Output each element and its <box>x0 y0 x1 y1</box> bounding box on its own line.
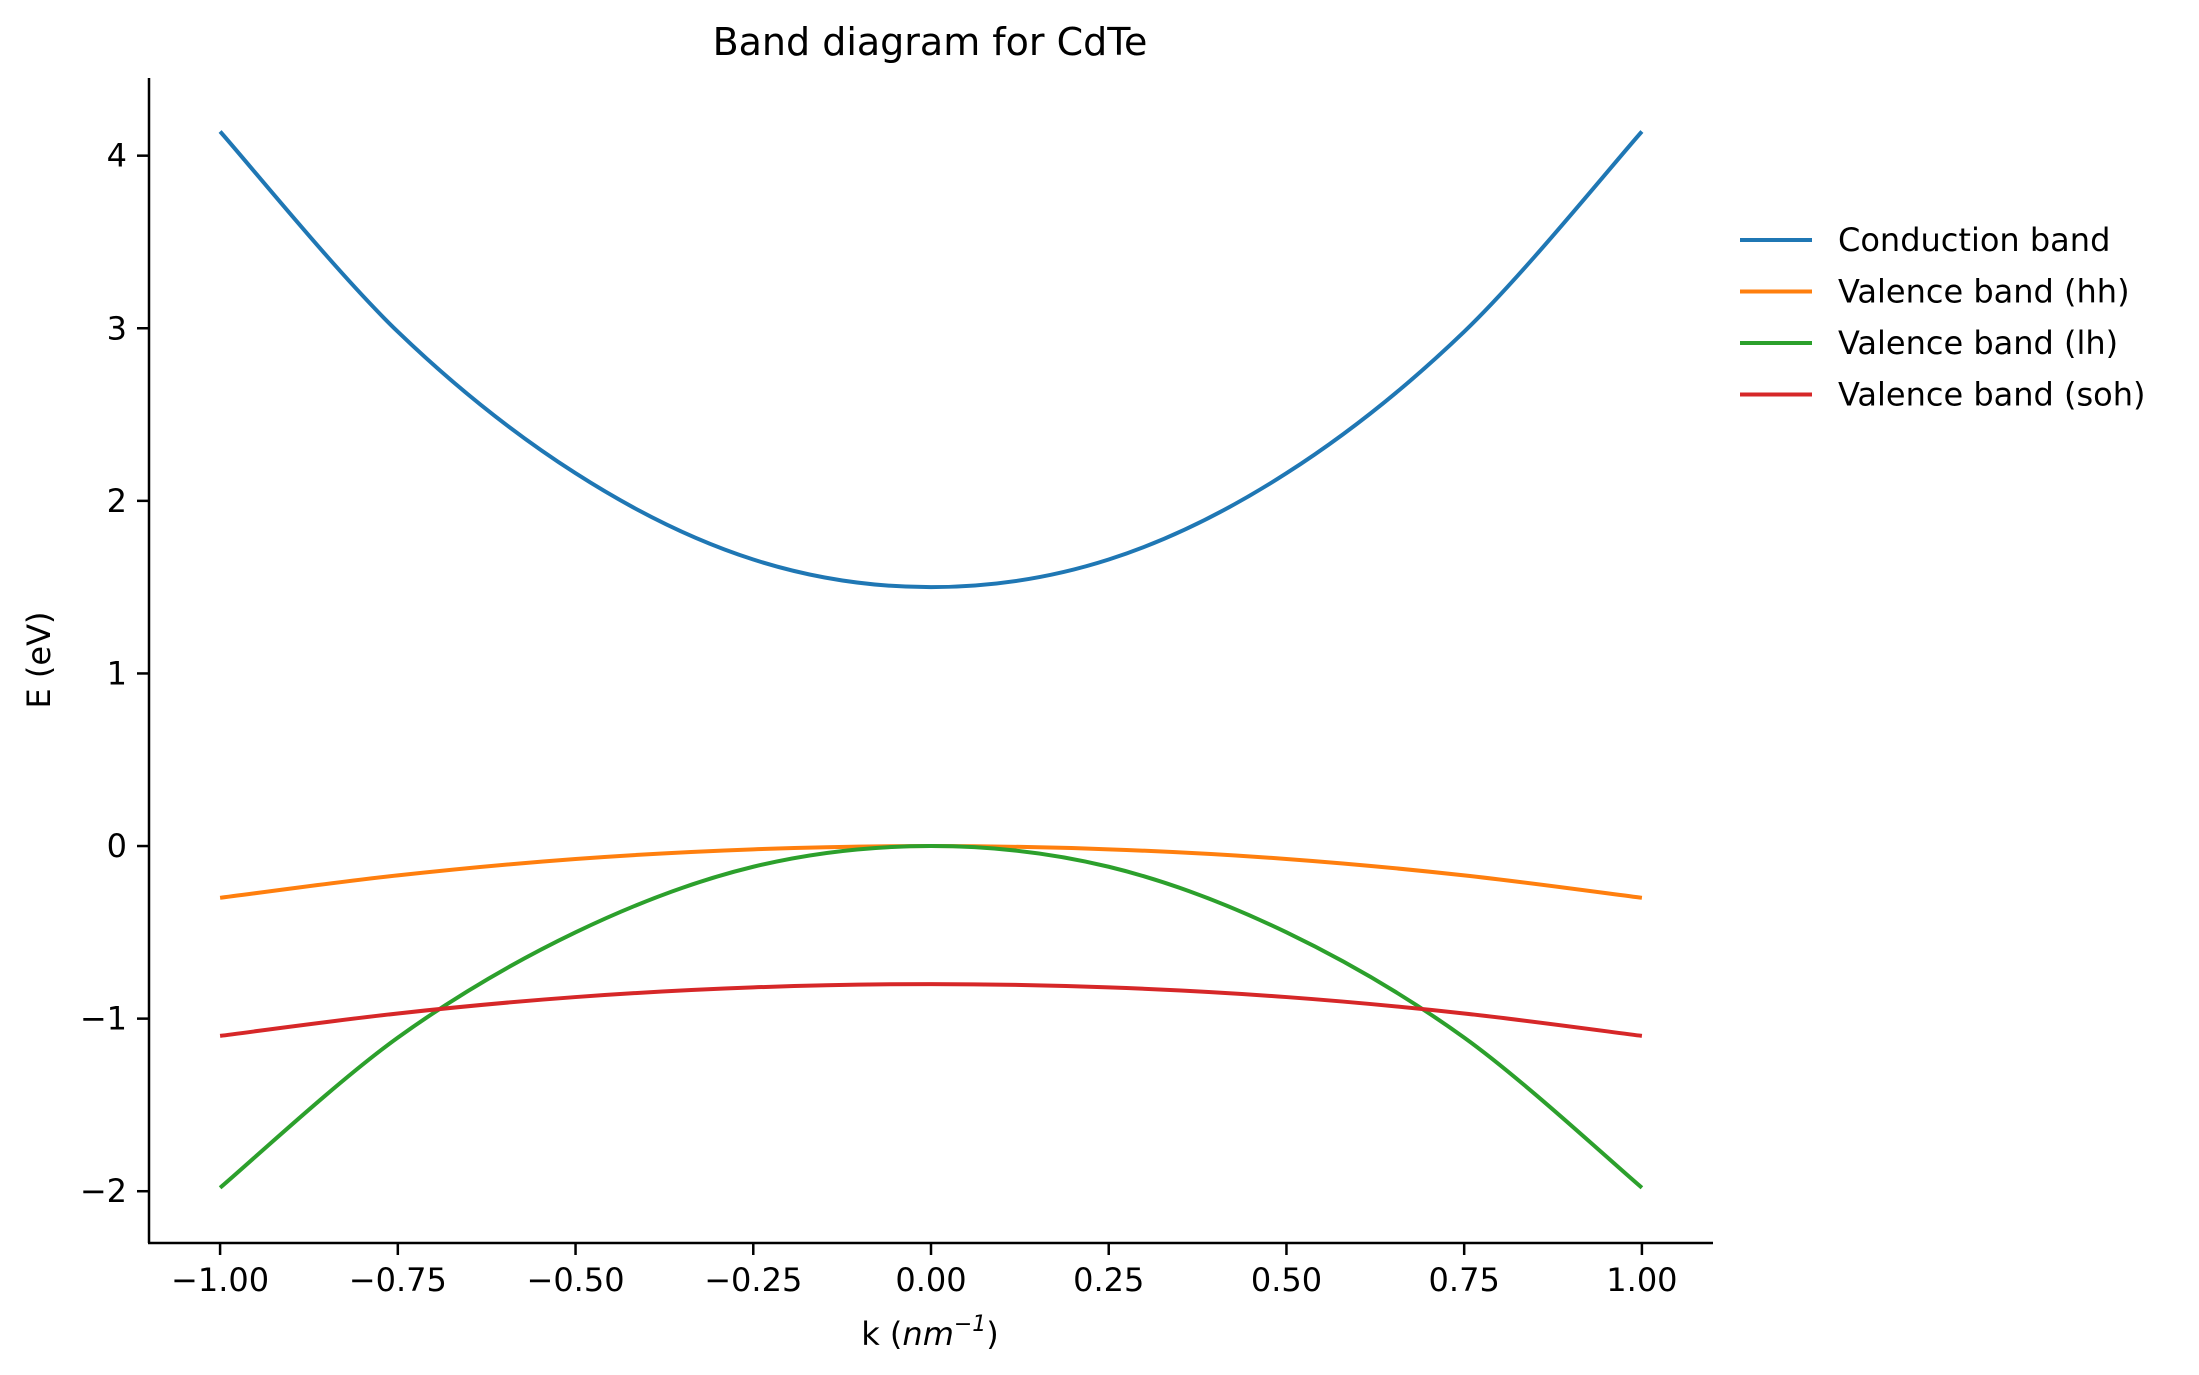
y-tick-label: 4 <box>107 137 127 175</box>
x-tick-label: 0.50 <box>1251 1261 1322 1299</box>
chart-title: Band diagram for CdTe <box>713 20 1148 64</box>
x-axis-label-variable: nm <box>902 1315 953 1353</box>
x-tick-label: 0.75 <box>1429 1261 1500 1299</box>
legend: Conduction band Valence band (hh) Valence … <box>1740 221 2146 414</box>
series-line-valence-band-soh <box>219 982 1643 1038</box>
x-tick-label: 0.25 <box>1073 1261 1144 1299</box>
y-tick-label: −1 <box>80 1000 127 1038</box>
y-tick-label: 3 <box>107 309 127 347</box>
x-tick-label: −0.50 <box>527 1261 625 1299</box>
x-tick-label: −0.75 <box>349 1261 447 1299</box>
y-axis-label: E (eV) <box>20 612 58 709</box>
x-axis-ticks: −1.00 −0.75 −0.50 −0.25 0.00 0.25 0.50 0.75 1.00 <box>171 1243 1678 1299</box>
legend-label-conduction-band: Conduction band <box>1838 221 2110 259</box>
y-tick-label: −2 <box>80 1172 127 1210</box>
y-tick-label: 2 <box>107 482 127 520</box>
x-tick-label: −1.00 <box>171 1261 269 1299</box>
y-tick-label: 1 <box>107 654 127 692</box>
series-line-conduction-band <box>218 130 1644 590</box>
legend-label-valence-band-lh: Valence band (lh) <box>1838 324 2118 362</box>
y-tick-label: 0 <box>107 827 127 865</box>
x-tick-label: −0.25 <box>704 1261 802 1299</box>
x-tick-label: 0.00 <box>895 1261 966 1299</box>
legend-label-valence-band-hh: Valence band (hh) <box>1838 273 2130 311</box>
legend-label-valence-band-soh: Valence band (soh) <box>1838 376 2146 414</box>
series-line-valence-band-hh <box>219 844 1643 900</box>
x-axis-label: k (nm−1) <box>861 1312 999 1353</box>
x-axis-label-prefix: k ( <box>861 1315 902 1353</box>
y-axis-ticks: −2 −1 0 1 2 3 4 <box>80 137 149 1210</box>
x-tick-label: 1.00 <box>1606 1261 1677 1299</box>
series-line-valence-band-lh <box>218 844 1644 1190</box>
x-axis-label-exponent: −1 <box>954 1312 986 1337</box>
x-axis-label-suffix: ) <box>986 1315 998 1353</box>
plot-area <box>218 130 1644 1190</box>
